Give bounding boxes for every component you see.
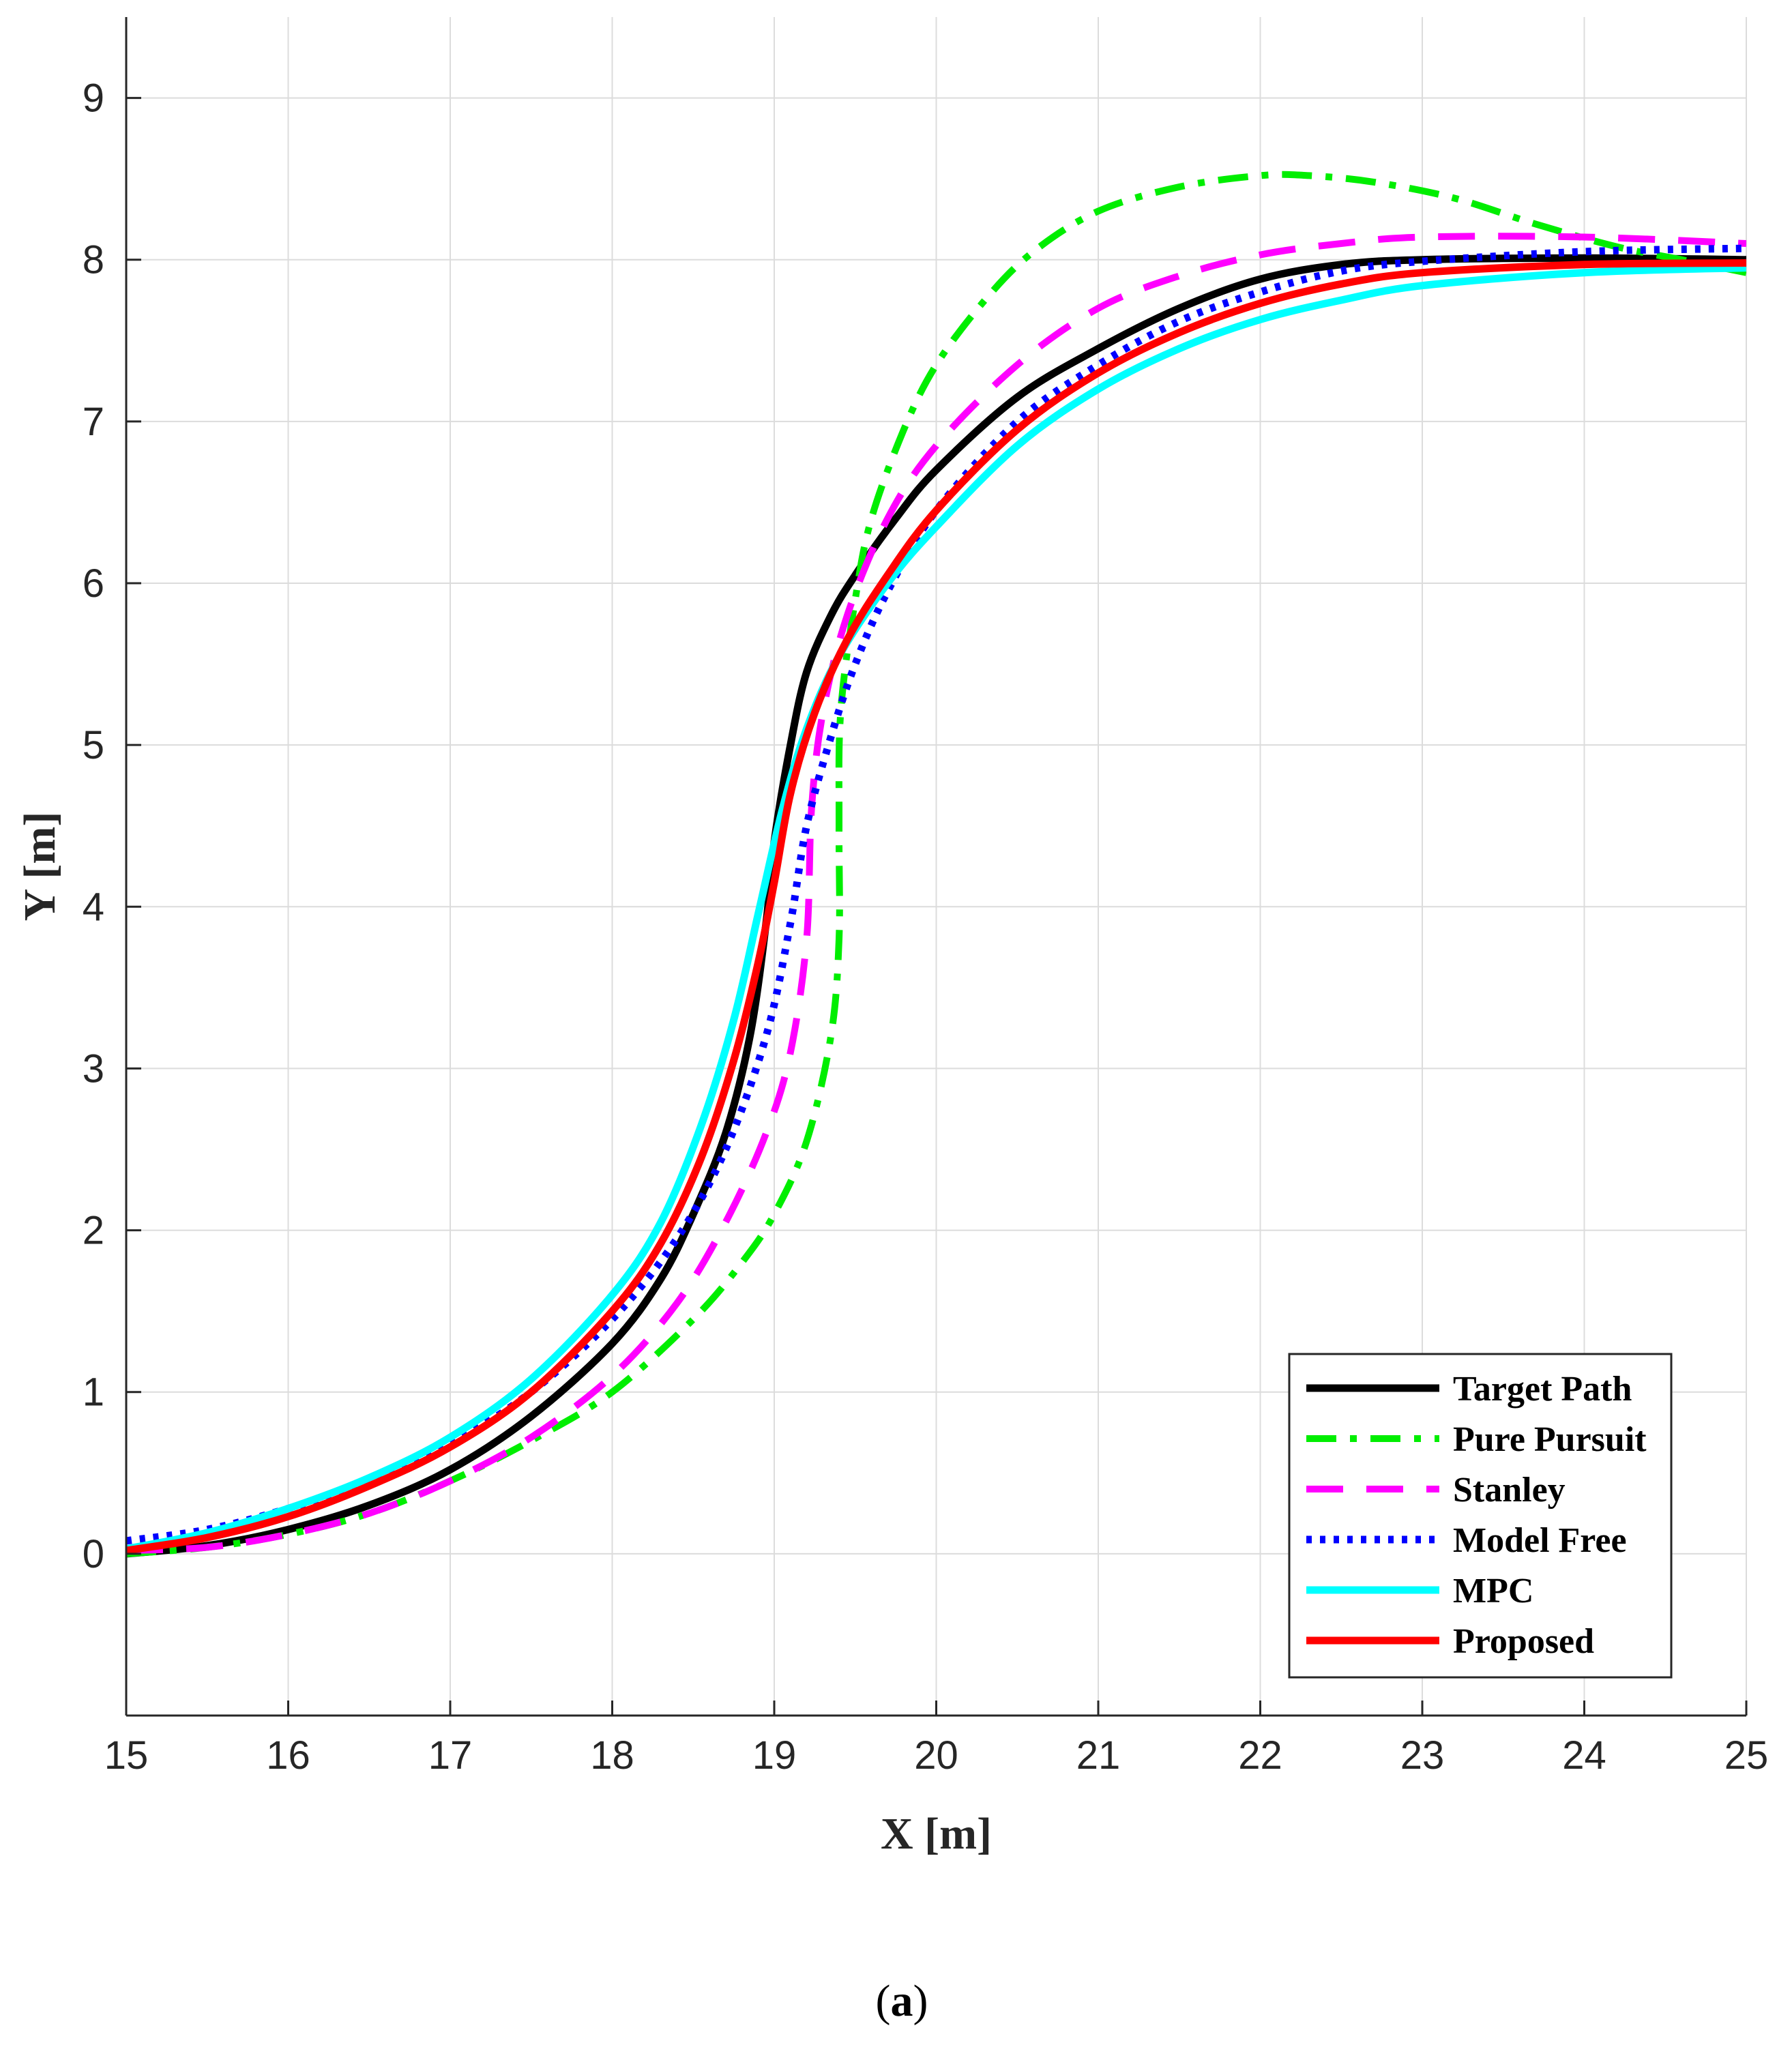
legend-label-stanley: Stanley [1453, 1471, 1566, 1510]
caption-letter: a [891, 1976, 913, 2026]
y-tick-label: 0 [83, 1532, 104, 1576]
x-tick-label: 19 [752, 1733, 797, 1778]
legend: Target Path Pure Pursuit Stanley Model Free… [1288, 1353, 1673, 1679]
x-tick-label: 20 [914, 1733, 958, 1778]
legend-box [1288, 1353, 1673, 1679]
x-tick-label: 18 [590, 1733, 634, 1778]
series-lines [126, 171, 1746, 1558]
x-tick-label: 15 [104, 1733, 149, 1778]
figure-caption: (a) [876, 1976, 928, 2026]
series-line-pure-pursuit [126, 171, 1746, 1557]
caption-open-paren: ( [876, 1976, 891, 2026]
axes [125, 17, 1748, 1717]
x-axis-title: X [m] [881, 1809, 992, 1859]
series-line-target-path [126, 254, 1746, 1558]
legend-label-pure-pursuit: Pure Pursuit [1453, 1420, 1647, 1459]
x-tick-label: 25 [1724, 1733, 1769, 1778]
y-tick-label: 6 [83, 561, 104, 606]
series-line-stanley [126, 233, 1746, 1555]
y-tick-label: 7 [83, 400, 104, 444]
x-tick-label: 17 [428, 1733, 473, 1778]
legend-label-target-path: Target Path [1453, 1370, 1632, 1409]
y-tick-label: 3 [83, 1046, 104, 1091]
x-tick-label: 21 [1076, 1733, 1121, 1778]
y-tick-label: 2 [83, 1209, 104, 1253]
x-tick-label: 16 [266, 1733, 310, 1778]
legend-label-proposed: Proposed [1453, 1622, 1594, 1661]
y-tick-label: 1 [83, 1370, 104, 1415]
y-axis-title: Y [m] [15, 812, 65, 922]
x-tick-label: 24 [1562, 1733, 1606, 1778]
legend-label-mpc: MPC [1453, 1572, 1533, 1610]
y-tick-label: 4 [83, 885, 104, 929]
y-tick-label: 9 [83, 76, 104, 121]
legend-label-model-free: Model Free [1453, 1521, 1627, 1560]
caption-close-paren: ) [913, 1976, 928, 2026]
x-tick-label: 23 [1400, 1733, 1445, 1778]
y-tick-label: 8 [83, 238, 104, 282]
series-line-proposed [126, 259, 1746, 1555]
x-tick-label: 22 [1238, 1733, 1282, 1778]
y-tick-label: 5 [83, 723, 104, 767]
